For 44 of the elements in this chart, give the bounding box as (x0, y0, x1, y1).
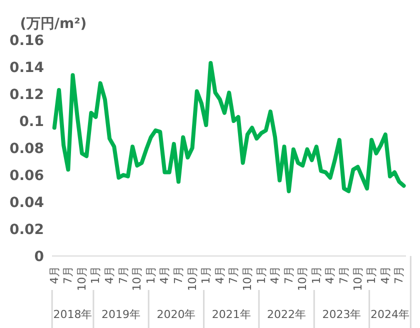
x-tick-label: 7月 (172, 266, 186, 284)
text: 2018年 (53, 308, 92, 321)
x-tick-label: 10月 (351, 266, 364, 291)
x-tick-label: 7月 (62, 266, 75, 284)
x-tick-label: 4月 (324, 266, 337, 284)
y-tick-label: 0.04 (9, 194, 44, 211)
x-tick-label: 7月 (227, 266, 240, 284)
y-tick-label: 0.02 (9, 222, 44, 238)
x-tick-label: 4月 (213, 266, 226, 284)
x-tick-label: 4月 (158, 266, 172, 284)
y-tick-label: 0.14 (9, 60, 44, 76)
y-tick-label: 0.1 (19, 114, 44, 130)
x-tick-label: 10月 (240, 266, 254, 291)
x-tick-label: 1月 (89, 266, 102, 284)
y-tick-label: 0.08 (9, 140, 44, 157)
x-tick-label: 4月 (378, 266, 392, 284)
text: 2020年 (156, 308, 196, 321)
x-tick-label: 1月 (310, 266, 323, 284)
line-series (52, 60, 406, 194)
x-tick-label: 7月 (116, 266, 130, 284)
x-tick-label: 10月 (186, 266, 199, 291)
x-tick-label: 4月 (103, 266, 116, 284)
text: 2023年 (322, 308, 362, 321)
y-tick-label: 0.12 (9, 86, 44, 103)
text: 2024年 (370, 308, 410, 321)
x-tick-label: 7月 (282, 266, 296, 284)
y-tick-label: 0.06 (9, 168, 44, 184)
x-tick-label: 10月 (130, 266, 144, 291)
text: 2022年 (267, 308, 306, 321)
text: 2019年 (102, 308, 141, 321)
y-tick-label: 0.16 (9, 32, 44, 49)
x-tick-label: 7月 (392, 266, 406, 284)
x-tick-label: 1月 (144, 266, 158, 284)
x-tick-label: 1月 (200, 266, 213, 284)
x-tick-label: 7月 (338, 266, 351, 284)
x-tick-label: 10月 (296, 266, 310, 291)
x-tick-label: 1月 (254, 266, 268, 284)
x-tick-label: 1月 (365, 266, 378, 284)
y-tick-label: 0 (34, 248, 44, 265)
text: 2021年 (212, 308, 251, 321)
x-tick-label: 4月 (48, 266, 61, 284)
y-axis-title: (万円/m²) (20, 16, 87, 32)
x-tick-label: 10月 (75, 266, 88, 291)
x-tick-label: 4月 (268, 266, 282, 284)
